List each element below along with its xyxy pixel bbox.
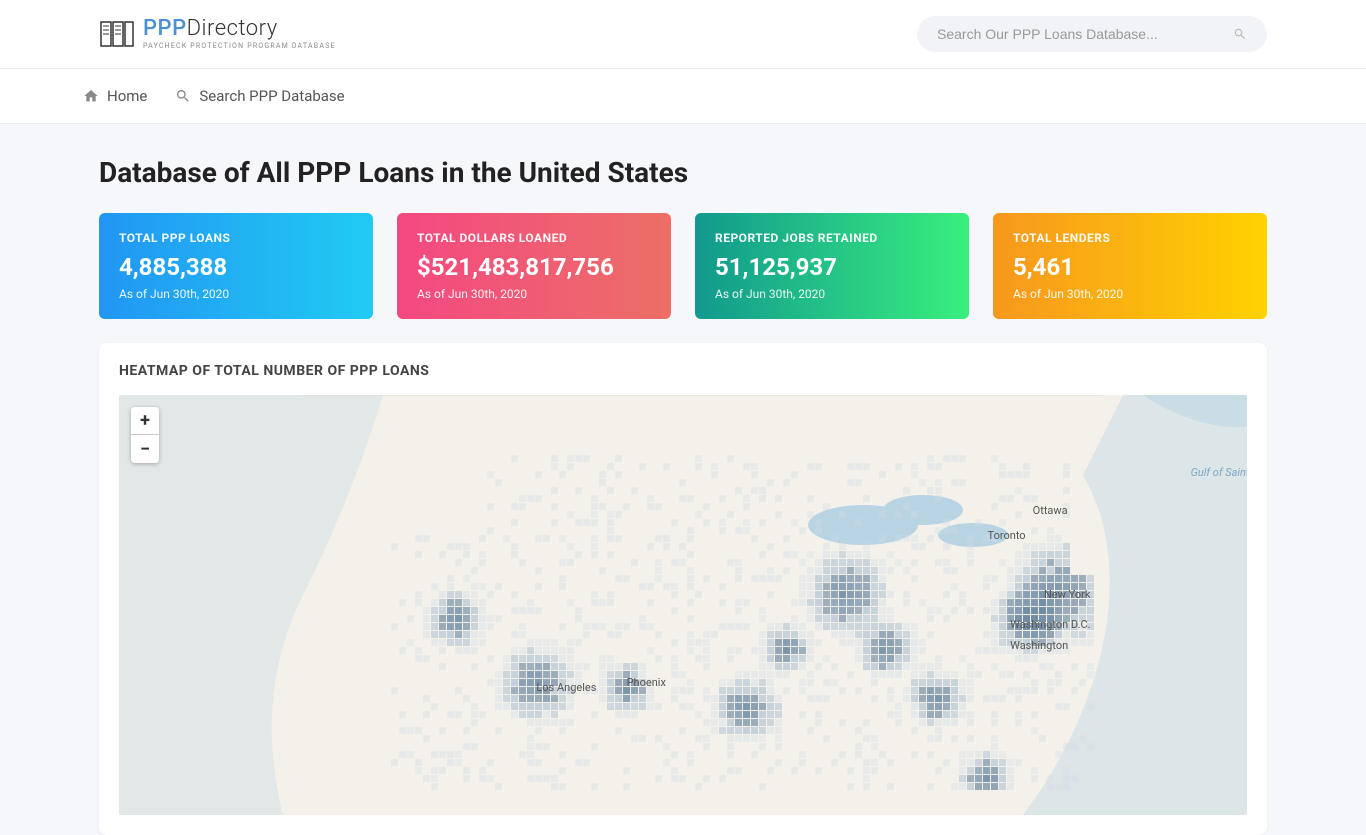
stat-label: TOTAL DOLLARS LOANED <box>417 231 651 245</box>
search-icon[interactable] <box>1233 27 1247 41</box>
stat-card-jobs: REPORTED JOBS RETAINED 51,125,937 As of … <box>695 213 969 319</box>
search-icon <box>175 88 191 104</box>
nav-search-label: Search PPP Database <box>199 87 344 105</box>
stat-value: 4,885,388 <box>119 253 353 281</box>
page-title: Database of All PPP Loans in the United … <box>99 156 1267 189</box>
stat-date: As of Jun 30th, 2020 <box>715 287 949 301</box>
logo-icon <box>99 18 135 50</box>
stat-value: 5,461 <box>1013 253 1247 281</box>
search-box <box>917 16 1267 52</box>
logo[interactable]: PPPDirectory PAYCHECK PROTECTION PROGRAM… <box>99 18 336 50</box>
stat-card-dollars: TOTAL DOLLARS LOANED $521,483,817,756 As… <box>397 213 671 319</box>
map-svg <box>119 395 1247 815</box>
map-panel: HEATMAP OF TOTAL NUMBER OF PPP LOANS + − <box>99 343 1267 835</box>
stats-row: TOTAL PPP LOANS 4,885,388 As of Jun 30th… <box>99 213 1267 319</box>
stat-value: 51,125,937 <box>715 253 949 281</box>
stat-date: As of Jun 30th, 2020 <box>119 287 353 301</box>
zoom-controls: + − <box>131 407 159 463</box>
map-area[interactable]: + − OttawaTorontoNew <box>119 395 1247 815</box>
logo-subtitle: PAYCHECK PROTECTION PROGRAM DATABASE <box>143 43 336 50</box>
stat-label: TOTAL PPP LOANS <box>119 231 353 245</box>
search-input[interactable] <box>937 26 1233 42</box>
stat-card-lenders: TOTAL LENDERS 5,461 As of Jun 30th, 2020 <box>993 213 1267 319</box>
zoom-in-button[interactable]: + <box>131 407 159 435</box>
stat-label: REPORTED JOBS RETAINED <box>715 231 949 245</box>
nav-home[interactable]: Home <box>83 87 147 105</box>
stat-date: As of Jun 30th, 2020 <box>417 287 651 301</box>
home-icon <box>83 88 99 104</box>
nav-home-label: Home <box>107 87 147 105</box>
stat-date: As of Jun 30th, 2020 <box>1013 287 1247 301</box>
zoom-out-button[interactable]: − <box>131 435 159 463</box>
stat-card-loans: TOTAL PPP LOANS 4,885,388 As of Jun 30th… <box>99 213 373 319</box>
nav-search[interactable]: Search PPP Database <box>175 87 344 105</box>
stat-value: $521,483,817,756 <box>417 253 651 281</box>
stat-label: TOTAL LENDERS <box>1013 231 1247 245</box>
map-title: HEATMAP OF TOTAL NUMBER OF PPP LOANS <box>119 363 1247 379</box>
header: PPPDirectory PAYCHECK PROTECTION PROGRAM… <box>0 0 1366 69</box>
logo-title: PPPDirectory <box>143 18 336 40</box>
nav: Home Search PPP Database <box>0 69 1366 124</box>
